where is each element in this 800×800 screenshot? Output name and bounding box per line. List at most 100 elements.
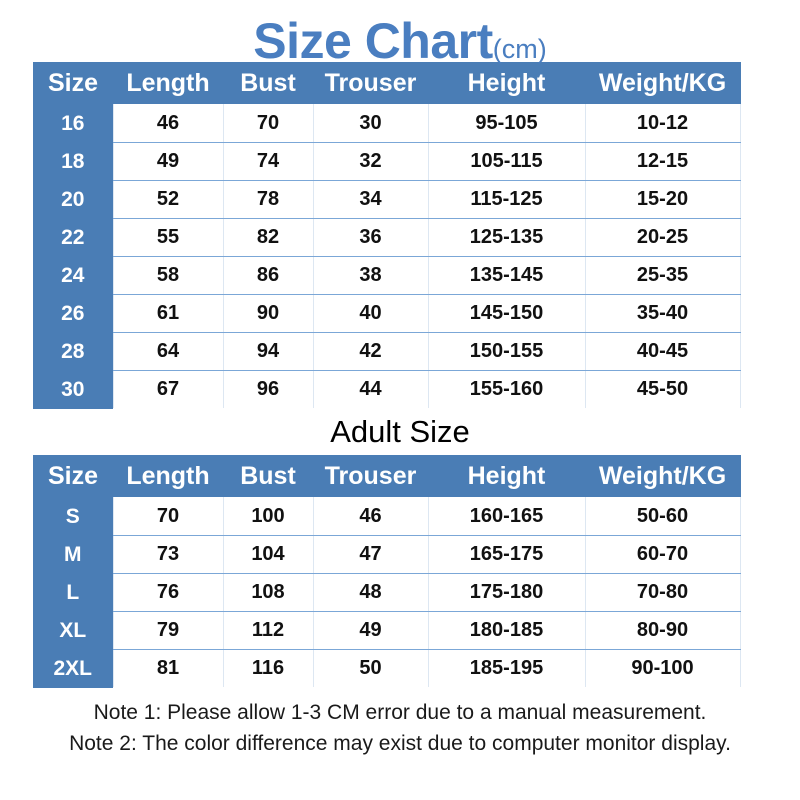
- cell-height: 165-175: [427, 535, 586, 574]
- cell-height: 105-115: [427, 142, 586, 181]
- cell-weight: 80-90: [584, 611, 741, 650]
- table-header-row: Size Length Bust Trouser Height Weight/K…: [33, 62, 740, 105]
- cell-bust: 108: [222, 573, 314, 612]
- cell-bust: 70: [222, 104, 314, 143]
- cell-trouser: 47: [312, 535, 429, 574]
- adult-table-body: S 70 100 46 160-165 50-60 M 73 104 47 16…: [33, 497, 741, 688]
- cell-weight: 60-70: [584, 535, 741, 574]
- cell-trouser: 42: [312, 332, 429, 371]
- adult-size-table: Size Length Bust Trouser Height Weight/K…: [33, 455, 741, 688]
- cell-length: 67: [112, 370, 224, 409]
- cell-weight: 10-12: [584, 104, 741, 143]
- cell-trouser: 38: [312, 256, 429, 295]
- notes-section: Note 1: Please allow 1-3 CM error due to…: [0, 688, 800, 759]
- adult-table-head: Size Length Bust Trouser Height Weight/K…: [33, 455, 740, 498]
- cell-height: 115-125: [427, 180, 586, 219]
- table-row: 28 64 94 42 150-155 40-45: [33, 332, 741, 371]
- cell-length: 76: [112, 573, 224, 612]
- table-row: 18 49 74 32 105-115 12-15: [33, 142, 741, 181]
- column-header-trouser: Trouser: [313, 455, 428, 498]
- table-row: 22 55 82 36 125-135 20-25: [33, 218, 741, 257]
- note-1: Note 1: Please allow 1-3 CM error due to…: [93, 701, 707, 724]
- cell-bust: 90: [222, 294, 314, 333]
- cell-height: 175-180: [427, 573, 586, 612]
- cell-weight: 15-20: [584, 180, 741, 219]
- cell-length: 79: [112, 611, 224, 650]
- cell-length: 52: [112, 180, 224, 219]
- cell-trouser: 34: [312, 180, 429, 219]
- cell-weight: 70-80: [584, 573, 741, 612]
- cell-bust: 116: [222, 649, 314, 688]
- page-title-main: Size Chart: [253, 13, 493, 69]
- cell-weight: 20-25: [584, 218, 741, 257]
- cell-bust: 112: [222, 611, 314, 650]
- cell-bust: 94: [222, 332, 314, 371]
- size-label: L: [33, 573, 113, 612]
- cell-bust: 104: [222, 535, 314, 574]
- cell-trouser: 49: [312, 611, 429, 650]
- cell-trouser: 40: [312, 294, 429, 333]
- column-header-bust: Bust: [223, 455, 313, 498]
- cell-length: 55: [112, 218, 224, 257]
- cell-height: 155-160: [427, 370, 586, 409]
- kids-size-table: Size Length Bust Trouser Height Weight/K…: [33, 62, 741, 409]
- cell-bust: 74: [222, 142, 314, 181]
- table-row: 16 46 70 30 95-105 10-12: [33, 104, 741, 143]
- adult-size-section-label: Adult Size: [330, 414, 470, 449]
- column-header-weight: Weight/KG: [585, 455, 740, 498]
- cell-weight: 40-45: [584, 332, 741, 371]
- size-label: 18: [33, 142, 113, 181]
- size-label: 16: [33, 104, 113, 143]
- kids-table-body: 16 46 70 30 95-105 10-12 18 49 74 32 105…: [33, 104, 741, 409]
- kids-table-head: Size Length Bust Trouser Height Weight/K…: [33, 62, 740, 105]
- table-row: S 70 100 46 160-165 50-60: [33, 497, 741, 536]
- cell-length: 49: [112, 142, 224, 181]
- cell-weight: 12-15: [584, 142, 741, 181]
- cell-weight: 50-60: [584, 497, 741, 536]
- cell-weight: 35-40: [584, 294, 741, 333]
- column-header-height: Height: [428, 455, 585, 498]
- size-label: 2XL: [33, 649, 113, 688]
- cell-height: 95-105: [427, 104, 586, 143]
- note-2: Note 2: The color difference may exist d…: [69, 732, 731, 755]
- cell-height: 125-135: [427, 218, 586, 257]
- table-row: 24 58 86 38 135-145 25-35: [33, 256, 741, 295]
- size-label: 26: [33, 294, 113, 333]
- cell-bust: 82: [222, 218, 314, 257]
- cell-length: 70: [112, 497, 224, 536]
- cell-trouser: 48: [312, 573, 429, 612]
- cell-weight: 25-35: [584, 256, 741, 295]
- cell-height: 150-155: [427, 332, 586, 371]
- cell-length: 64: [112, 332, 224, 371]
- size-label: 22: [33, 218, 113, 257]
- cell-trouser: 30: [312, 104, 429, 143]
- table-row: 20 52 78 34 115-125 15-20: [33, 180, 741, 219]
- adult-size-table-wrapper: Size Length Bust Trouser Height Weight/K…: [33, 455, 741, 688]
- column-header-length: Length: [113, 455, 223, 498]
- table-row: 30 67 96 44 155-160 45-50: [33, 370, 741, 409]
- size-label: S: [33, 497, 113, 536]
- column-header-size: Size: [33, 62, 113, 105]
- column-header-length: Length: [113, 62, 223, 105]
- column-header-height: Height: [428, 62, 585, 105]
- cell-length: 46: [112, 104, 224, 143]
- cell-trouser: 36: [312, 218, 429, 257]
- cell-height: 185-195: [427, 649, 586, 688]
- cell-bust: 100: [222, 497, 314, 536]
- cell-trouser: 46: [312, 497, 429, 536]
- size-label: 20: [33, 180, 113, 219]
- kids-size-table-wrapper: Size Length Bust Trouser Height Weight/K…: [33, 62, 741, 409]
- table-row: M 73 104 47 165-175 60-70: [33, 535, 741, 574]
- column-header-bust: Bust: [223, 62, 313, 105]
- cell-weight: 45-50: [584, 370, 741, 409]
- page-title: Size Chart(cm): [0, 0, 800, 69]
- cell-weight: 90-100: [584, 649, 741, 688]
- cell-height: 160-165: [427, 497, 586, 536]
- size-label: 30: [33, 370, 113, 409]
- cell-length: 81: [112, 649, 224, 688]
- cell-trouser: 44: [312, 370, 429, 409]
- size-label: XL: [33, 611, 113, 650]
- cell-bust: 96: [222, 370, 314, 409]
- cell-height: 135-145: [427, 256, 586, 295]
- cell-trouser: 32: [312, 142, 429, 181]
